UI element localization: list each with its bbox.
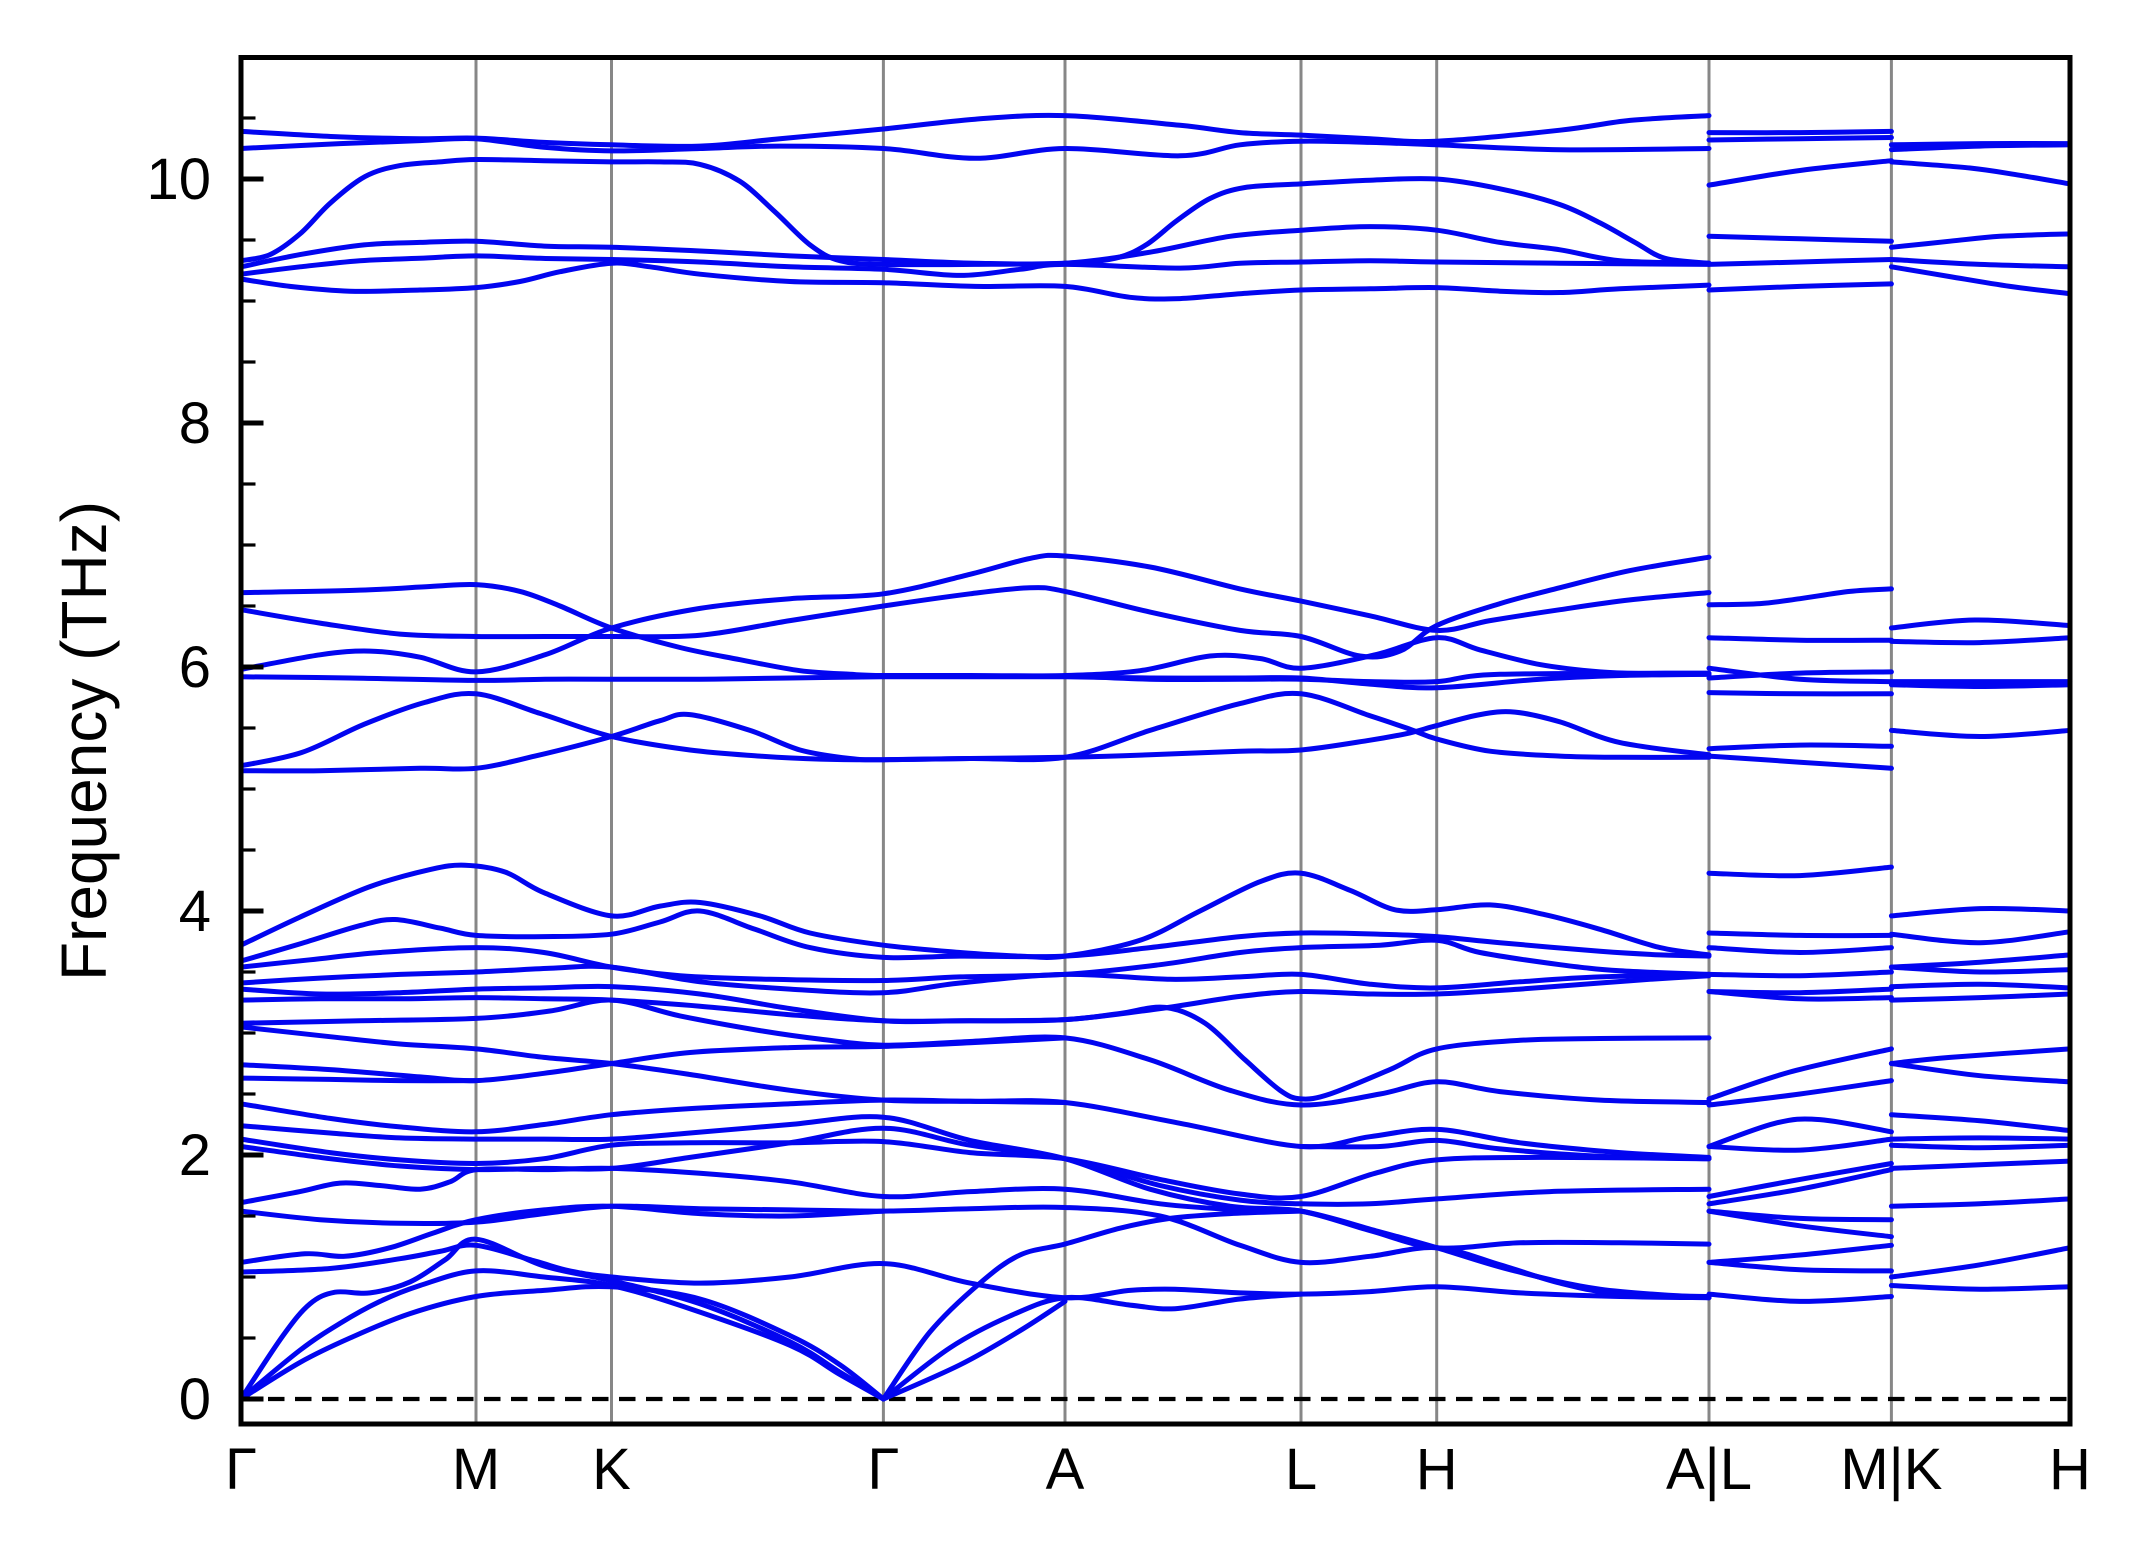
svg-text:A|L: A|L [1666,1437,1752,1502]
svg-text:A: A [1046,1437,1085,1502]
svg-text:Frequency (THz): Frequency (THz) [48,501,120,981]
svg-text:K: K [592,1437,631,1502]
svg-text:8: 8 [179,391,211,456]
svg-text:L: L [1285,1437,1317,1502]
svg-text:4: 4 [179,879,211,944]
svg-text:2: 2 [179,1123,211,1188]
svg-text:0: 0 [179,1367,211,1432]
svg-text:10: 10 [146,147,211,212]
svg-text:H: H [2049,1437,2091,1502]
svg-text:M: M [452,1437,500,1502]
svg-text:M|K: M|K [1840,1437,1942,1502]
svg-text:Γ: Γ [867,1437,899,1502]
svg-text:6: 6 [179,635,211,700]
svg-text:Γ: Γ [225,1437,257,1502]
svg-text:H: H [1416,1437,1458,1502]
